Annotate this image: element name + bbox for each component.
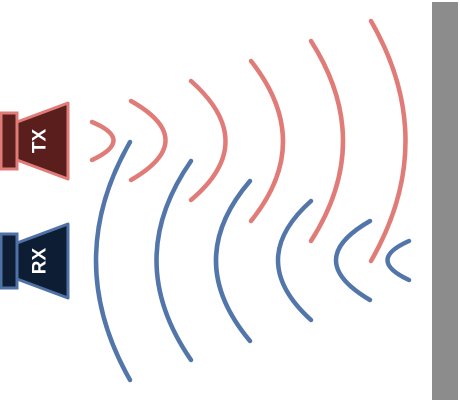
reflected-wave: [385, 238, 412, 283]
emitted-waves: [89, 18, 408, 264]
reflected-wave: [154, 158, 194, 363]
reflected-wave: [333, 218, 373, 303]
emitted-wave: [308, 38, 346, 244]
reflected-wave: [93, 139, 133, 383]
transmitter-back: [0, 111, 19, 171]
emitted-wave: [248, 58, 286, 224]
emitted-wave: [128, 98, 168, 183]
reflected-wave: [213, 178, 253, 344]
emitted-wave: [368, 18, 408, 264]
reflected-waves: [93, 139, 412, 383]
receiver-label: RX: [30, 247, 51, 274]
receiver: RX: [0, 222, 70, 300]
receiver-back: [0, 232, 19, 290]
transmitter: TX: [0, 101, 70, 181]
transmitter-label: TX: [30, 129, 51, 154]
receiver-horn: [15, 222, 70, 300]
reflected-wave: [275, 198, 314, 323]
emitted-wave: [89, 119, 116, 163]
reflector-wall: [432, 2, 458, 400]
emitted-wave: [188, 78, 228, 203]
transmitter-horn: [15, 101, 70, 181]
